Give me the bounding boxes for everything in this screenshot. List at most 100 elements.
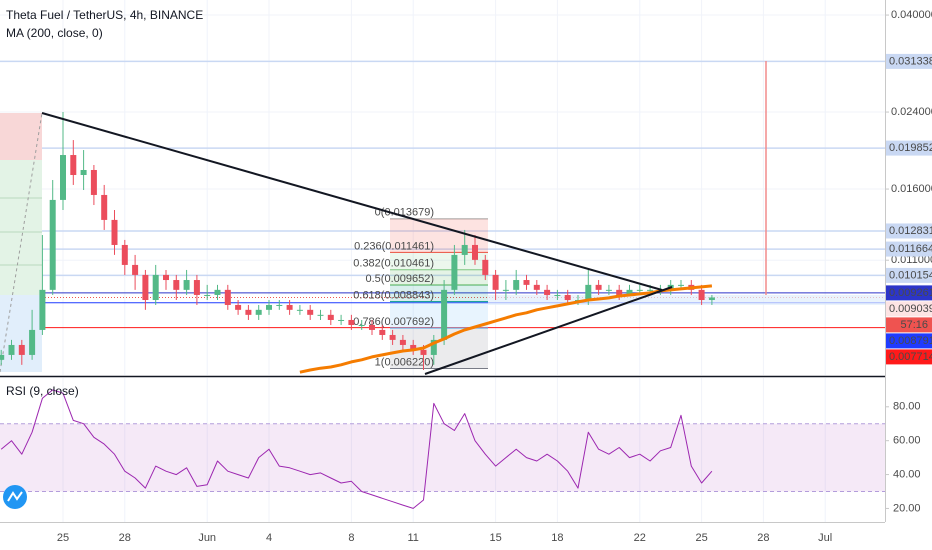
candle-body xyxy=(338,319,345,321)
candle-body xyxy=(430,339,437,355)
candle-body xyxy=(204,294,211,296)
price-tag-label: 0.031338 xyxy=(889,55,932,67)
candle-body xyxy=(410,344,417,350)
x-tick-label: 25 xyxy=(57,532,69,544)
candle-body xyxy=(585,284,592,301)
price-tag xyxy=(886,285,932,301)
candle-body xyxy=(482,259,489,275)
candle-body xyxy=(29,329,36,355)
candle-body xyxy=(193,280,200,295)
candle-body xyxy=(8,344,15,355)
candle-body xyxy=(554,294,561,296)
candle-body xyxy=(255,309,262,315)
x-tick-label: 8 xyxy=(348,532,354,544)
fib-band xyxy=(390,328,488,369)
price-tag xyxy=(886,349,932,365)
candle-body xyxy=(451,254,458,290)
candle-body xyxy=(276,304,283,306)
series-line xyxy=(0,389,713,509)
price-tag-label: 0.011664 xyxy=(889,243,932,255)
candle-body xyxy=(698,289,705,301)
candle-body xyxy=(420,349,427,355)
candle-body xyxy=(616,289,623,295)
fib-band xyxy=(390,269,488,286)
rsi-legend: RSI (9, close) xyxy=(6,384,79,398)
y-tick-label: 40.00 xyxy=(893,468,921,480)
candle-body xyxy=(461,244,468,255)
candle-body xyxy=(626,289,633,295)
y-tick-label: 0.011000 xyxy=(891,254,932,266)
candle-body xyxy=(111,219,118,245)
candle-body xyxy=(348,319,355,326)
candle-body xyxy=(39,289,46,330)
y-tick-label: 80.00 xyxy=(893,401,921,413)
candle-body xyxy=(173,280,180,290)
candle-body xyxy=(49,199,56,290)
x-tick-label: 28 xyxy=(757,532,769,544)
candle-body xyxy=(245,309,252,315)
fib-label: 1(0.006220) xyxy=(375,356,434,368)
x-tick-label: 15 xyxy=(489,532,501,544)
series-line xyxy=(299,284,713,374)
candle-body xyxy=(533,284,540,290)
x-tick-label: Jul xyxy=(818,532,832,544)
candle-body xyxy=(0,354,5,360)
price-tag-label: 0.009039 xyxy=(889,303,932,315)
x-tick-label: 28 xyxy=(119,532,131,544)
candle-body xyxy=(101,194,108,220)
position-loss-zone xyxy=(0,113,42,160)
candle-body xyxy=(266,304,272,310)
candle-body xyxy=(317,314,324,316)
countdown-tag xyxy=(886,317,932,333)
candle-body xyxy=(647,289,654,291)
candle-body xyxy=(121,244,128,265)
chart-title: Theta Fuel / TetherUS, 4h, BINANCE xyxy=(6,8,203,22)
fib-label: 0.786(0.007692) xyxy=(353,316,434,328)
y-tick-label: 60.00 xyxy=(893,435,921,447)
price-tag xyxy=(886,333,932,349)
candle-body xyxy=(389,334,396,340)
rsi-band xyxy=(0,423,885,492)
trendline-lower xyxy=(424,286,673,375)
candle-body xyxy=(70,155,77,175)
x-tick-label: Jun xyxy=(198,532,216,544)
candle-body xyxy=(327,314,334,320)
x-tick-label: 22 xyxy=(634,532,646,544)
candle-body xyxy=(636,289,643,291)
fib-band xyxy=(390,301,488,329)
candle-body xyxy=(564,294,571,301)
candle-body xyxy=(90,169,97,195)
fib-label: 0.5(0.009652) xyxy=(366,273,435,285)
logo-mark xyxy=(7,491,23,502)
trendlines xyxy=(41,112,673,375)
fib-label: 0.618(0.008843) xyxy=(353,290,434,302)
price-tag-label: 0.012831 xyxy=(889,225,932,237)
candle-body xyxy=(142,274,149,301)
price-tag-label: 0.009261 xyxy=(889,287,932,299)
candle-body xyxy=(379,329,386,335)
candle-body xyxy=(369,325,375,330)
position-profit-zone xyxy=(0,160,42,295)
price-tag-label: 0.007714 xyxy=(889,351,932,363)
range-box xyxy=(488,295,885,305)
price-tag xyxy=(886,267,932,283)
candle-body xyxy=(18,344,25,355)
drawings xyxy=(0,61,885,373)
grid-layer xyxy=(0,0,885,522)
trendline-upper xyxy=(41,112,663,291)
candle-body xyxy=(678,284,684,286)
candle-body xyxy=(80,169,87,175)
candle-body xyxy=(492,274,499,290)
price-tag-label: 0.019852 xyxy=(889,142,932,154)
candle-body xyxy=(399,339,406,345)
candle-body xyxy=(472,244,478,260)
fib-label: 0.382(0.010461) xyxy=(353,258,434,270)
candle-body xyxy=(523,280,530,285)
x-tick-label: 18 xyxy=(551,532,563,544)
candle-body xyxy=(544,289,551,295)
fib-band xyxy=(390,252,488,270)
position-path xyxy=(0,112,43,373)
